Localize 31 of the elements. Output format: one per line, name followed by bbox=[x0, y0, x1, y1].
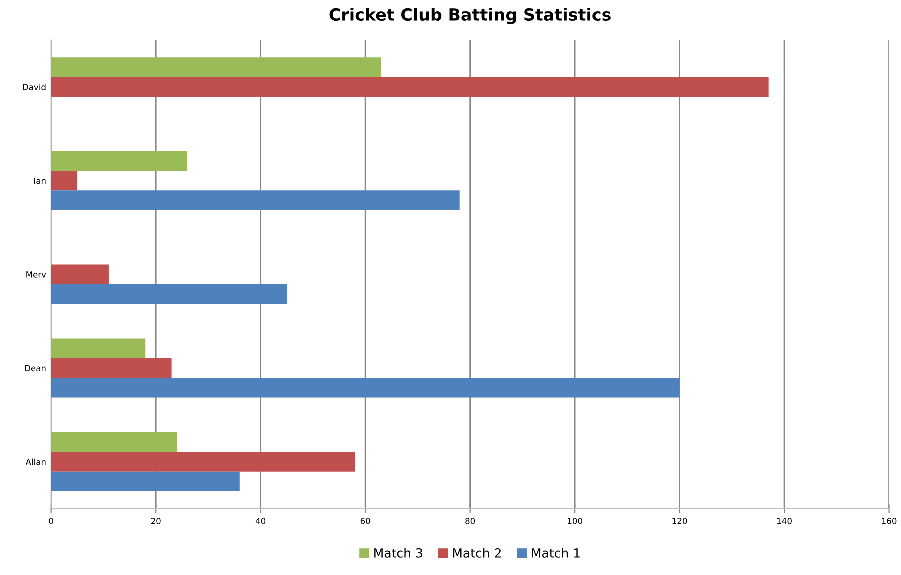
y-tick-label: Allan bbox=[26, 458, 46, 466]
x-tick-label: 40 bbox=[256, 518, 266, 524]
bar bbox=[51, 432, 178, 452]
bar bbox=[51, 452, 356, 472]
bar bbox=[51, 58, 382, 78]
x-tick-label: 0 bbox=[49, 518, 54, 524]
legend-label: Match 1 bbox=[532, 548, 580, 558]
chart-title: Cricket Club Batting Statistics bbox=[330, 8, 611, 24]
x-tick-label: 160 bbox=[882, 518, 897, 524]
x-tick-label: 60 bbox=[360, 518, 370, 524]
bar bbox=[51, 190, 460, 210]
x-tick-label: 20 bbox=[151, 518, 161, 524]
bar bbox=[51, 77, 769, 97]
legend-label: Match 2 bbox=[453, 548, 501, 558]
y-tick-label: David bbox=[23, 84, 46, 90]
bar bbox=[51, 358, 172, 378]
bar bbox=[51, 472, 240, 492]
bar bbox=[51, 338, 146, 358]
x-tick-label: 100 bbox=[568, 518, 582, 524]
legend-label: Match 3 bbox=[374, 548, 422, 558]
y-tick-label: Dean bbox=[25, 365, 46, 372]
x-tick-label: 80 bbox=[466, 518, 476, 524]
x-tick-label: 140 bbox=[778, 518, 792, 524]
bar bbox=[51, 284, 288, 304]
y-tick-label: Merv bbox=[26, 272, 46, 278]
y-tick-label: Ian bbox=[34, 178, 46, 184]
x-tick-label: 120 bbox=[672, 518, 688, 524]
bar bbox=[51, 170, 78, 191]
bar bbox=[51, 264, 109, 284]
bar bbox=[51, 151, 188, 171]
bar bbox=[51, 378, 680, 398]
